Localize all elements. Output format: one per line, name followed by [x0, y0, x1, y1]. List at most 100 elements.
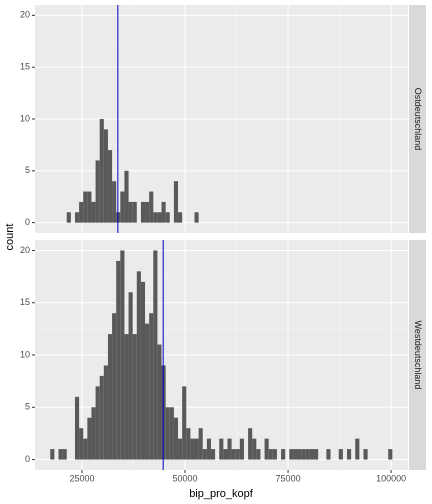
- bar: [235, 449, 240, 460]
- y-tick-label: 20: [20, 10, 30, 20]
- bar: [91, 407, 96, 460]
- bar: [355, 438, 360, 460]
- bar: [293, 449, 298, 460]
- bar: [95, 160, 100, 223]
- bar: [153, 250, 158, 460]
- bar: [128, 201, 133, 223]
- bar: [58, 449, 63, 460]
- bar: [297, 449, 302, 460]
- bar: [112, 313, 117, 460]
- bar: [132, 334, 137, 460]
- bar: [252, 438, 257, 460]
- bar: [107, 334, 113, 460]
- bar: [178, 212, 183, 223]
- bar: [120, 191, 125, 223]
- bar: [186, 428, 191, 460]
- bar: [256, 449, 261, 460]
- bar: [149, 191, 154, 223]
- bar: [326, 449, 331, 460]
- bar: [161, 201, 166, 223]
- bar: [74, 212, 80, 223]
- bar: [223, 449, 228, 460]
- bar: [198, 428, 203, 460]
- y-tick-label: 20: [20, 245, 30, 255]
- bar: [99, 119, 104, 223]
- bar: [66, 212, 71, 223]
- bar: [132, 201, 137, 223]
- y-axis-title: count: [4, 224, 16, 251]
- bar: [165, 407, 170, 460]
- y-tick-label: 10: [20, 349, 30, 359]
- bar: [99, 375, 104, 460]
- bar: [206, 438, 211, 460]
- facet-label: Westdeutschland: [413, 321, 423, 390]
- y-tick-label: 0: [25, 217, 30, 227]
- bar: [165, 212, 170, 223]
- bar: [157, 344, 162, 460]
- bar: [388, 449, 393, 460]
- bar: [173, 417, 179, 460]
- y-tick-label: 5: [25, 402, 30, 412]
- bar: [219, 438, 224, 460]
- bar: [79, 428, 84, 460]
- bar: [95, 386, 100, 460]
- bar: [124, 170, 129, 223]
- bar: [83, 438, 88, 460]
- bar: [305, 449, 310, 460]
- x-tick-label: 100000: [376, 473, 406, 483]
- x-tick-label: 25000: [69, 473, 94, 483]
- y-tick-label: 5: [25, 165, 30, 175]
- bar: [145, 323, 150, 460]
- facet-strip: [409, 5, 426, 233]
- bar: [74, 396, 80, 460]
- bar: [91, 201, 96, 223]
- bar: [149, 313, 154, 460]
- bar: [116, 260, 121, 460]
- bar: [227, 438, 232, 460]
- x-tick-label: 50000: [173, 473, 198, 483]
- bar: [338, 449, 343, 460]
- bar: [347, 449, 352, 460]
- bar: [289, 449, 294, 460]
- y-tick-label: 15: [20, 297, 30, 307]
- facet-strip: [409, 240, 426, 470]
- bar: [314, 449, 319, 460]
- x-tick-label: 75000: [276, 473, 301, 483]
- bar: [145, 201, 150, 223]
- bar: [128, 292, 133, 460]
- bar: [248, 428, 253, 460]
- bar: [231, 449, 236, 460]
- bar: [272, 449, 277, 460]
- bar: [309, 449, 315, 460]
- bar: [87, 191, 92, 223]
- bar: [190, 438, 195, 460]
- bar: [124, 334, 129, 460]
- facet-label: Ostdeutschland: [413, 88, 423, 151]
- bar: [281, 449, 286, 460]
- bar: [169, 407, 174, 460]
- bar: [268, 449, 273, 460]
- y-tick-label: 15: [20, 62, 30, 72]
- bar: [136, 271, 141, 460]
- bar: [153, 212, 158, 223]
- bar: [103, 365, 108, 460]
- bar: [182, 386, 187, 460]
- bar: [173, 181, 179, 223]
- bar: [120, 250, 125, 460]
- bar: [87, 417, 92, 460]
- bar: [194, 438, 199, 460]
- bar: [140, 281, 146, 460]
- bar: [239, 438, 244, 460]
- bar: [79, 201, 84, 223]
- bar: [264, 438, 269, 460]
- x-axis-title: bip_pro_kopf: [189, 488, 254, 500]
- bar: [83, 191, 88, 223]
- bar: [301, 449, 306, 460]
- bar: [62, 449, 67, 460]
- bar: [202, 449, 207, 460]
- bar: [210, 449, 216, 460]
- bar: [112, 181, 117, 223]
- bar: [140, 201, 146, 223]
- bar: [103, 129, 108, 223]
